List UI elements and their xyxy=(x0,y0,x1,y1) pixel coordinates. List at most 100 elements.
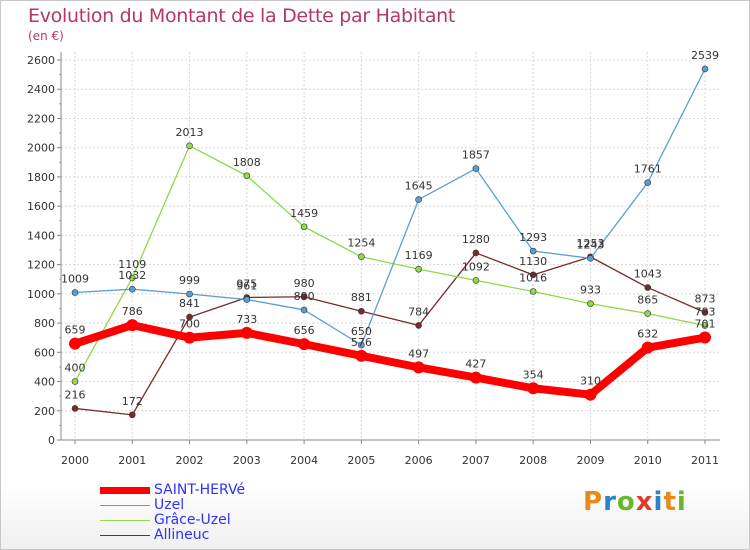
x-tick-label: 2009 xyxy=(576,454,604,467)
y-tick-label: 0 xyxy=(48,434,55,447)
data-label: 497 xyxy=(408,347,429,360)
data-label: 733 xyxy=(236,313,257,326)
logo-letter: o xyxy=(616,487,636,517)
x-tick-label: 2005 xyxy=(347,454,375,467)
data-label: 1645 xyxy=(405,180,433,193)
legend-item-saint-herve: SAINT-HERVé xyxy=(100,482,350,499)
data-point xyxy=(699,331,711,344)
data-label: 1243 xyxy=(576,238,604,251)
data-point xyxy=(243,296,251,303)
data-label: 701 xyxy=(695,318,716,331)
data-point xyxy=(587,255,594,262)
data-label: 656 xyxy=(294,324,315,337)
data-label: 873 xyxy=(695,292,716,305)
data-label: 786 xyxy=(122,305,143,318)
data-point xyxy=(527,382,540,395)
data-label: 961 xyxy=(236,280,257,293)
data-point xyxy=(587,300,594,307)
data-label: 975 xyxy=(236,278,257,291)
data-point xyxy=(300,306,308,314)
data-point xyxy=(529,271,537,279)
chart-title: Evolution du Montant de la Dette par Hab… xyxy=(28,5,456,27)
data-label: 999 xyxy=(179,274,200,287)
data-label: 783 xyxy=(695,306,716,319)
x-tick-label: 2003 xyxy=(233,454,261,467)
data-point xyxy=(300,293,308,301)
proxiti-logo: Proxiti xyxy=(583,487,687,517)
y-tick-label: 1600 xyxy=(27,200,55,213)
data-point xyxy=(529,247,537,255)
y-tick-label: 1400 xyxy=(27,229,55,242)
data-point xyxy=(415,196,422,203)
data-label: 1092 xyxy=(462,260,490,273)
data-label: 700 xyxy=(179,318,200,331)
x-tick-label: 2011 xyxy=(691,454,719,467)
series-line-2 xyxy=(74,145,706,383)
data-label: 172 xyxy=(122,395,143,408)
data-label: 354 xyxy=(523,368,544,381)
data-label: 1009 xyxy=(61,273,89,286)
logo-letter: t xyxy=(663,487,677,517)
legend-swatch-grace-uzel xyxy=(100,520,150,521)
data-point xyxy=(472,277,480,284)
y-tick-label: 800 xyxy=(34,317,55,330)
data-point xyxy=(186,142,193,150)
data-label: 784 xyxy=(408,305,429,318)
legend-label-uzel: Uzel xyxy=(154,497,185,513)
data-label: 1016 xyxy=(519,272,547,285)
unit-label: (en €) xyxy=(28,29,64,43)
y-tick-label: 400 xyxy=(34,376,55,389)
data-point xyxy=(412,361,425,374)
data-point xyxy=(128,285,136,293)
data-point xyxy=(469,371,482,384)
data-point xyxy=(183,331,196,344)
y-tick-label: 1800 xyxy=(27,171,55,184)
data-point xyxy=(358,253,365,261)
logo-letter: P xyxy=(583,487,604,517)
x-tick-label: 2006 xyxy=(405,454,433,467)
x-tick-label: 2000 xyxy=(61,454,89,467)
data-point xyxy=(243,172,251,180)
data-point xyxy=(240,326,253,339)
data-point xyxy=(355,349,368,362)
data-label: 1254 xyxy=(347,237,375,250)
logo-letter: x xyxy=(635,487,654,517)
x-tick-label: 2007 xyxy=(462,454,490,467)
data-label: 1808 xyxy=(233,156,261,169)
y-tick-label: 2600 xyxy=(27,54,55,67)
y-tick-label: 2000 xyxy=(27,142,55,155)
data-point xyxy=(358,307,365,315)
data-label: 427 xyxy=(465,358,486,371)
data-label: 881 xyxy=(351,291,372,304)
data-label: 310 xyxy=(580,375,601,388)
data-label: 1761 xyxy=(634,163,662,176)
data-label: 216 xyxy=(65,388,86,401)
series-line-0 xyxy=(71,321,709,399)
data-point xyxy=(644,284,652,291)
data-label: 659 xyxy=(65,324,86,337)
y-tick-label: 1200 xyxy=(27,259,55,272)
legend-swatch-saint-herve xyxy=(100,487,150,494)
data-label: 632 xyxy=(637,328,658,341)
data-label: 841 xyxy=(179,297,200,310)
data-point xyxy=(472,165,480,172)
logo-letter: r xyxy=(603,487,617,517)
data-label: 1857 xyxy=(462,149,490,162)
legend-item-allineuc: Allineuc xyxy=(100,527,350,544)
y-tick-label: 600 xyxy=(34,346,55,359)
data-label: 1280 xyxy=(462,233,490,246)
data-point xyxy=(126,319,139,332)
data-point xyxy=(186,313,193,321)
legend-swatch-allineuc xyxy=(100,535,150,536)
legend: SAINT-HERVé Uzel Grâce-Uzel Allineuc xyxy=(100,482,350,544)
legend-label-saint-herve: SAINT-HERVé xyxy=(154,482,246,498)
data-point xyxy=(641,341,654,354)
data-label: 1253 xyxy=(576,237,604,250)
data-point xyxy=(128,411,136,419)
data-label: 890 xyxy=(294,290,315,303)
x-tick-label: 2001 xyxy=(118,454,146,467)
data-point xyxy=(186,290,193,298)
data-label: 2539 xyxy=(691,49,719,62)
data-label: 2013 xyxy=(176,126,204,139)
